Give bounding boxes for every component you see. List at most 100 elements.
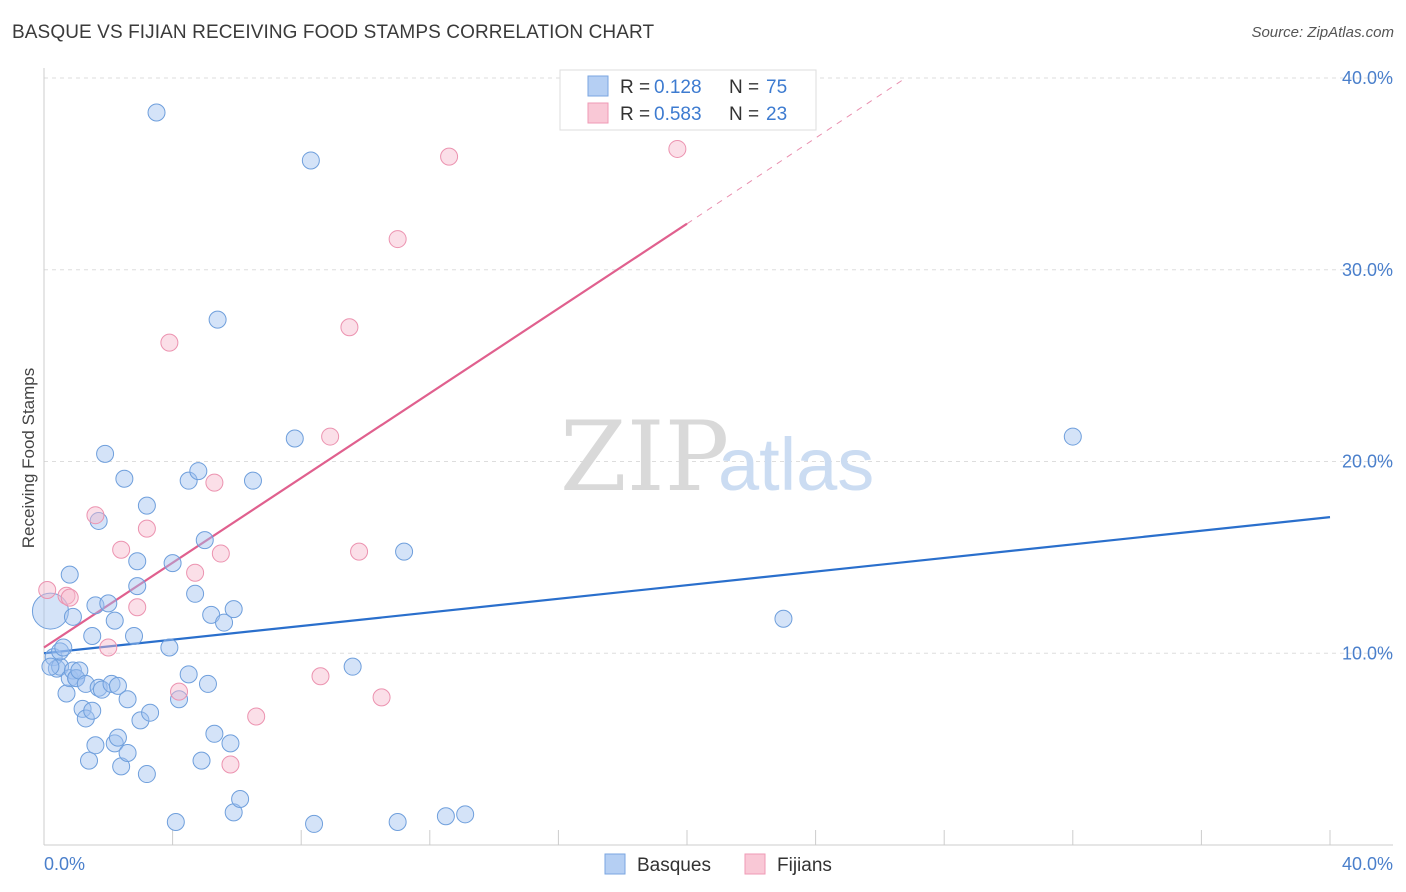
point-basques [99, 594, 118, 613]
point-fijians [311, 667, 330, 686]
y-tick-label-1: 20.0% [1342, 452, 1393, 472]
point-basques [105, 734, 124, 753]
point-basques [1063, 427, 1082, 446]
point-fijians [221, 755, 240, 774]
point-basques [83, 701, 102, 720]
bottom-legend-label-basques: Basques [637, 855, 711, 876]
legend-swatch-fijians [587, 102, 609, 124]
point-fijians [160, 333, 179, 352]
point-fijians [60, 588, 79, 607]
point-basques [243, 471, 262, 490]
point-basques [60, 565, 79, 584]
point-basques [54, 638, 73, 657]
point-fijians [57, 586, 76, 605]
point-fijians [38, 580, 57, 599]
point-fijians [170, 682, 189, 701]
point-fijians [137, 519, 156, 538]
point-fijians [247, 707, 266, 726]
legend-n-label-basques: N = [729, 77, 759, 98]
point-basques [198, 674, 217, 693]
legend-box: R = 0.128 N = 75 R = 0.583 N = 23 [559, 69, 817, 131]
x-tick-label-max: 40.0% [1342, 854, 1393, 874]
point-basques [301, 151, 320, 170]
point-basques [456, 805, 475, 824]
x-tick-label-min: 0.0% [44, 854, 85, 874]
point-fijians [186, 563, 205, 582]
watermark-atlas: atlas [718, 423, 874, 506]
watermark-zip: ZIP [560, 401, 729, 513]
point-basques [160, 638, 179, 657]
point-basques [131, 711, 150, 730]
point-basques [83, 626, 102, 645]
grid-layer [44, 77, 1393, 654]
point-basques [105, 611, 124, 630]
point-basques [115, 469, 134, 488]
point-basques [186, 584, 205, 603]
point-fijians [321, 427, 340, 446]
point-basques [395, 542, 414, 561]
point-fijians [99, 638, 118, 657]
point-basques [179, 665, 198, 684]
point-basques [76, 709, 95, 728]
y-tick-label-0: 10.0% [1342, 643, 1393, 663]
bottom-legend: Basques Fijians [604, 853, 832, 876]
point-basques [118, 690, 137, 709]
point-basques [231, 789, 250, 808]
trendline-fijians-extension [686, 77, 906, 225]
chart-title: BASQUE VS FIJIAN RECEIVING FOOD STAMPS C… [12, 22, 655, 43]
trendline-fijians [43, 222, 688, 649]
point-basques [436, 807, 455, 826]
point-basques [108, 676, 127, 695]
point-basques [285, 429, 304, 448]
legend-r-label-fijians: R = [620, 104, 650, 125]
point-basques [179, 471, 198, 490]
points-layer [31, 103, 1082, 833]
point-basques [147, 103, 166, 122]
point-basques [195, 531, 214, 550]
y-tick-label-3: 40.0% [1342, 68, 1393, 88]
point-basques [89, 511, 108, 530]
legend-swatch-basques [587, 75, 609, 97]
y-tick-labels: 10.0% 20.0% 30.0% 40.0% [1342, 68, 1393, 663]
point-basques [47, 659, 66, 678]
point-basques [388, 812, 407, 831]
point-basques [170, 690, 189, 709]
point-basques [137, 765, 156, 784]
legend-r-value-fijians: 0.583 [654, 104, 702, 125]
axis-layer [43, 68, 1393, 846]
point-basques [118, 743, 137, 762]
point-basques [96, 444, 115, 463]
point-fijians [340, 318, 359, 337]
point-basques [128, 552, 147, 571]
point-basques [208, 310, 227, 329]
point-basques [141, 703, 160, 722]
trend-layer [43, 77, 1331, 655]
point-fijians [372, 688, 391, 707]
legend-n-label-fijians: N = [729, 104, 759, 125]
point-basques [224, 600, 243, 619]
point-basques [108, 728, 127, 747]
point-basques [31, 592, 69, 630]
point-fijians [211, 544, 230, 563]
bottom-legend-label-fijians: Fijians [777, 855, 832, 876]
legend-r-label-basques: R = [620, 77, 650, 98]
point-fijians [86, 506, 105, 525]
point-basques [192, 751, 211, 770]
legend-n-value-fijians: 23 [766, 104, 787, 125]
legend-n-value-basques: 75 [766, 77, 787, 98]
point-fijians [350, 542, 369, 561]
point-basques [163, 554, 182, 573]
y-tick-label-2: 30.0% [1342, 260, 1393, 280]
chart-source: Source: ZipAtlas.com [1251, 24, 1394, 41]
point-basques [215, 613, 234, 632]
point-basques [137, 496, 156, 515]
point-basques [57, 684, 76, 703]
point-fijians [388, 230, 407, 249]
legend-r-value-basques: 0.128 [654, 77, 702, 98]
point-basques [221, 734, 240, 753]
point-basques [125, 626, 144, 645]
point-basques [189, 462, 208, 481]
point-basques [63, 607, 82, 626]
y-axis-label: Receiving Food Stamps [19, 368, 38, 548]
